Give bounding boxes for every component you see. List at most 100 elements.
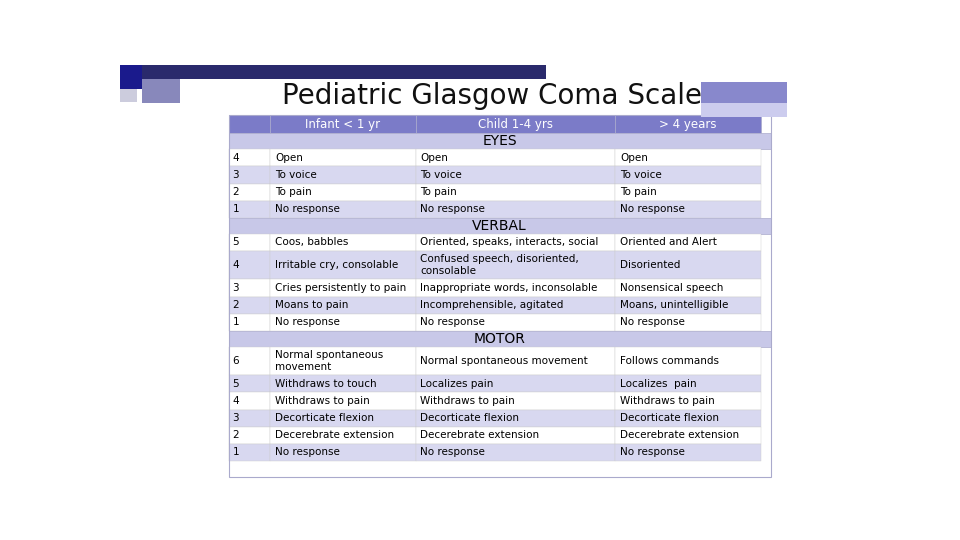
Text: Child 1-4 yrs: Child 1-4 yrs [478,118,553,131]
Text: To voice: To voice [620,170,661,180]
Text: 2: 2 [232,187,239,197]
Text: Open: Open [275,153,302,163]
Bar [416,251,615,279]
Bar [615,314,760,331]
Bar [271,314,416,331]
Bar [228,427,271,444]
Bar [228,444,271,461]
Text: Withdraws to pain: Withdraws to pain [420,396,516,406]
Text: 1: 1 [232,448,239,457]
Text: 3: 3 [232,413,239,423]
Text: To voice: To voice [275,170,317,180]
Text: Oriented and Alert: Oriented and Alert [620,237,717,247]
Text: EYES: EYES [483,134,517,149]
Bar [271,375,416,393]
Text: Withdraws to touch: Withdraws to touch [275,379,376,389]
Text: No response: No response [620,318,684,327]
Bar [228,115,771,477]
Text: No response: No response [420,448,485,457]
Text: 1: 1 [232,204,239,214]
Bar [271,184,416,201]
Text: Withdraws to pain: Withdraws to pain [620,396,714,406]
Bar [228,184,271,201]
Text: Nonsensical speech: Nonsensical speech [620,283,723,293]
Text: 2: 2 [232,300,239,310]
Text: To voice: To voice [420,170,462,180]
Text: Irritable cry, consolable: Irritable cry, consolable [275,260,398,270]
Text: Moans to pain: Moans to pain [275,300,348,310]
Bar [228,279,271,296]
Bar [615,234,760,251]
Bar [271,296,416,314]
Text: Decorticate flexion: Decorticate flexion [420,413,519,423]
Text: 4: 4 [232,396,239,406]
Bar [271,234,416,251]
Text: No response: No response [275,448,340,457]
Text: 5: 5 [232,379,239,389]
Text: No response: No response [275,318,340,327]
Bar [228,296,271,314]
Bar [228,314,271,331]
Bar [271,251,416,279]
Text: 5: 5 [232,237,239,247]
Bar [615,347,760,375]
Text: Disoriented: Disoriented [620,260,681,270]
Bar [142,79,180,103]
Bar [615,115,760,133]
Text: Decerebrate extension: Decerebrate extension [620,430,739,440]
Text: Confused speech, disoriented,
consolable: Confused speech, disoriented, consolable [420,254,579,276]
Text: Moans, unintelligible: Moans, unintelligible [620,300,729,310]
Bar [228,331,771,347]
Bar [615,149,760,166]
Bar [615,444,760,461]
Bar [701,82,786,103]
Text: To pain: To pain [420,187,457,197]
Bar [416,375,615,393]
Text: MOTOR: MOTOR [474,332,526,346]
Text: No response: No response [420,204,485,214]
Text: 3: 3 [232,283,239,293]
Text: To pain: To pain [275,187,312,197]
Text: Oriented, speaks, interacts, social: Oriented, speaks, interacts, social [420,237,599,247]
Text: Normal spontaneous
movement: Normal spontaneous movement [275,350,383,372]
Text: > 4 years: > 4 years [660,118,717,131]
Bar [416,347,615,375]
Text: Inappropriate words, inconsolable: Inappropriate words, inconsolable [420,283,598,293]
Text: No response: No response [420,318,485,327]
Bar [271,393,416,409]
Bar [271,444,416,461]
Bar [615,184,760,201]
Text: Localizes  pain: Localizes pain [620,379,697,389]
Text: Decorticate flexion: Decorticate flexion [275,413,374,423]
Bar [228,347,271,375]
Bar [228,115,271,133]
Bar [228,149,271,166]
Bar [615,409,760,427]
Text: 3: 3 [232,170,239,180]
Bar [416,149,615,166]
Bar [228,393,271,409]
Bar [271,279,416,296]
Bar [701,103,786,117]
Bar [615,427,760,444]
Bar [228,133,771,149]
Bar [416,409,615,427]
Bar [416,314,615,331]
Bar [120,90,137,102]
Bar [615,251,760,279]
Bar [416,444,615,461]
Text: Follows commands: Follows commands [620,356,719,366]
Bar [615,296,760,314]
Text: Open: Open [620,153,648,163]
Text: No response: No response [620,448,684,457]
Bar [271,115,416,133]
Bar [271,409,416,427]
Text: Decerebrate extension: Decerebrate extension [275,430,394,440]
Text: No response: No response [620,204,684,214]
Bar [615,279,760,296]
Text: Decerebrate extension: Decerebrate extension [420,430,540,440]
Text: VERBAL: VERBAL [472,219,527,233]
Bar [416,115,615,133]
Bar [271,201,416,218]
Bar [416,279,615,296]
